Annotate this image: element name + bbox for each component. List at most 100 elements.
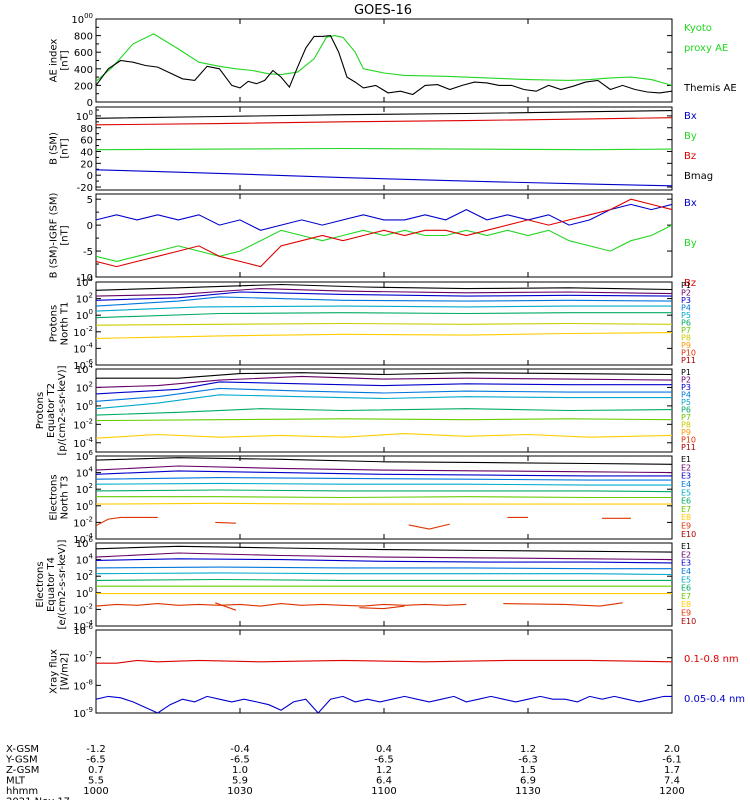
series-line-p2 (96, 288, 672, 297)
x-row-value: 5.9 (232, 776, 248, 787)
series-label: P5 (681, 398, 691, 407)
y-tick-label: 1000 (71, 12, 93, 26)
x-row-value: -6.1 (662, 755, 682, 766)
series-line-by (96, 147, 672, 151)
series-label: 0.1-0.8 nm (684, 654, 739, 665)
series-label: proxy AE (684, 43, 728, 54)
y-tick-label: 400 (74, 65, 93, 76)
series-label: P7 (681, 413, 691, 422)
series-label: E7 (681, 592, 691, 601)
series-label: E3 (681, 559, 691, 568)
series-label: P11 (681, 443, 696, 452)
x-row-value: -6.5 (374, 755, 394, 766)
series-line-e2 (96, 552, 672, 561)
figure-title: GOES-16 (354, 3, 412, 18)
y-axis-label: [W/m2] (60, 653, 71, 690)
x-row-value: 5.5 (88, 776, 104, 787)
x-row-value: 6.4 (376, 776, 392, 787)
x-row-value: 1.5 (520, 765, 536, 776)
series-line-e3 (96, 470, 672, 477)
series-label: P6 (681, 406, 691, 415)
series-label: E9 (681, 609, 691, 618)
y-tick-label: 10-6 (73, 623, 93, 637)
series-line-bmag (96, 110, 672, 119)
x-row-value: 7.4 (664, 776, 680, 787)
y-axis-label: North T3 (60, 476, 71, 520)
y-axis-label: [nT] (60, 138, 71, 158)
y-axis-label: AE index (49, 39, 60, 83)
y-axis-label: North T1 (60, 302, 71, 346)
series-label: By (684, 238, 697, 249)
series-label: P4 (681, 391, 691, 400)
series-line-e9b (215, 521, 236, 524)
y-tick-label: -20 (77, 183, 93, 194)
y-tick-label: 10-4 (73, 436, 93, 450)
y-tick-label: 106 (76, 536, 94, 550)
y-tick-label: 200 (74, 81, 93, 92)
series-line-e9d (503, 602, 623, 607)
series-line-p7 (96, 418, 672, 422)
series-line-0-1-0-8-nm (96, 659, 672, 664)
x-row-value: 1.7 (664, 765, 680, 776)
x-row-value: -0.4 (230, 744, 250, 755)
series-line-kyoto-proxy-ae (96, 33, 672, 86)
y-axis-label: [p/(cm2-s-sr-keV)] (57, 365, 68, 455)
y-axis-label: Equator T2 (46, 383, 57, 438)
x-row-label: hhmm (6, 786, 38, 797)
series-label: Bx (684, 111, 697, 122)
series-line-p4 (96, 296, 672, 307)
series-line-e6 (96, 489, 672, 493)
series-line-p5 (96, 305, 672, 312)
series-line-bz (96, 198, 672, 268)
series-line-e9b (215, 602, 237, 611)
y-axis-label: B (SM) (49, 132, 60, 165)
y-tick-label: -10 (77, 273, 93, 284)
y-tick-label: 104 (76, 466, 94, 480)
y-tick-label: 102 (76, 482, 93, 496)
series-label: E4 (681, 480, 691, 489)
series-label: E8 (681, 513, 691, 522)
series-line-e9c (408, 523, 450, 530)
y-axis-label: [nT] (60, 50, 71, 70)
y-axis-label: Protons (35, 392, 46, 429)
series-line-themis-ae (96, 35, 672, 96)
series-label: P9 (681, 428, 691, 437)
y-tick-label: 10-4 (73, 341, 93, 355)
x-row-value: -1.2 (86, 744, 106, 755)
y-tick-label: -5 (83, 247, 93, 258)
series-label: E10 (681, 617, 696, 626)
x-row-label: X-GSM (6, 744, 39, 755)
x-row-value: 1.0 (232, 765, 248, 776)
series-label: P1 (681, 368, 691, 377)
x-row-value: 1100 (371, 786, 396, 797)
series-label: P10 (681, 349, 696, 358)
series-label: Themis AE (683, 83, 737, 94)
series-label: E6 (681, 497, 691, 506)
series-label: E5 (681, 488, 691, 497)
x-row-value: -6.3 (518, 755, 538, 766)
series-line-bz (96, 117, 672, 126)
y-axis-label: Electrons (35, 561, 46, 607)
y-axis-label: Protons (49, 305, 60, 342)
series-label: P11 (681, 356, 696, 365)
series-line-p1 (96, 372, 672, 379)
series-label: P4 (681, 304, 691, 313)
series-line-p7 (96, 322, 672, 326)
x-row-value: -6.5 (86, 755, 106, 766)
y-axis-label: [e/(cm2-s-sr-keV)] (57, 539, 68, 629)
y-tick-label: 10-2 (73, 325, 93, 339)
y-tick-label: 104 (76, 362, 94, 376)
x-row-value: 1030 (227, 786, 252, 797)
series-label: E3 (681, 472, 691, 481)
series-label: Bmag (684, 171, 713, 182)
series-label: 0.05-0.4 nm (684, 694, 745, 705)
x-row-value: 1000 (83, 786, 108, 797)
series-line-p6 (96, 312, 672, 319)
y-tick-label: 10-2 (73, 602, 93, 616)
series-line-p1 (96, 283, 672, 291)
series-line-0-05-0-4-nm (96, 695, 672, 713)
y-tick-label: 100 (76, 499, 93, 513)
